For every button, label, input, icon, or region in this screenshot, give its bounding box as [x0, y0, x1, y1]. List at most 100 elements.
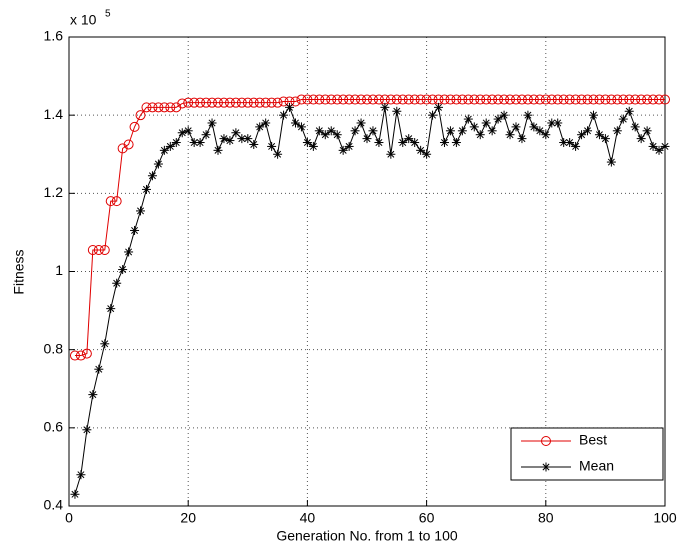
marker-stroke — [297, 123, 305, 131]
marker — [82, 425, 92, 435]
marker — [385, 94, 396, 105]
marker — [159, 102, 170, 113]
marker — [195, 138, 205, 148]
marker — [183, 97, 194, 108]
marker-stroke — [464, 115, 472, 123]
marker — [171, 138, 181, 148]
marker-stroke — [226, 137, 234, 145]
marker-stroke — [77, 471, 85, 479]
marker — [398, 138, 408, 148]
marker — [630, 94, 641, 105]
marker-stroke — [190, 139, 198, 147]
marker — [392, 106, 402, 116]
marker — [606, 157, 616, 167]
marker — [159, 145, 169, 155]
marker-stroke — [506, 131, 514, 139]
marker — [236, 97, 247, 108]
marker — [314, 94, 325, 105]
marker-stroke — [101, 340, 109, 348]
marker-stroke — [470, 123, 478, 131]
marker — [141, 102, 152, 113]
marker — [642, 94, 653, 105]
marker — [135, 110, 146, 121]
marker — [201, 130, 211, 140]
marker — [654, 94, 665, 105]
marker — [350, 126, 360, 136]
marker — [308, 141, 318, 151]
marker-stroke — [71, 490, 79, 498]
marker-stroke — [601, 135, 609, 143]
marker — [356, 118, 366, 128]
marker — [87, 245, 98, 256]
y-tick-label: 0.4 — [44, 497, 64, 513]
marker-stroke — [351, 127, 359, 135]
marker-stroke — [232, 129, 240, 137]
marker — [106, 304, 116, 314]
marker-stroke — [309, 142, 317, 150]
marker-stroke — [512, 123, 520, 131]
marker-stroke — [184, 127, 192, 135]
marker — [403, 94, 414, 105]
y-scale-exponent: 5 — [105, 9, 111, 20]
legend-label: Mean — [579, 458, 614, 474]
marker — [261, 118, 271, 128]
marker-stroke — [220, 135, 228, 143]
marker-stroke — [578, 131, 586, 139]
marker — [260, 97, 271, 108]
marker — [427, 94, 438, 105]
marker-stroke — [280, 111, 288, 119]
marker-stroke — [542, 463, 550, 471]
x-tick-label: 80 — [538, 510, 554, 526]
marker — [189, 97, 200, 108]
marker-stroke — [607, 158, 615, 166]
marker — [147, 102, 158, 113]
marker-stroke — [655, 146, 663, 154]
marker-stroke — [202, 131, 210, 139]
y-scale-label: x 10 — [70, 12, 97, 28]
marker — [397, 94, 408, 105]
marker-stroke — [119, 266, 127, 274]
marker-stroke — [321, 131, 329, 139]
marker-stroke — [95, 365, 103, 373]
marker — [564, 94, 575, 105]
marker — [362, 134, 372, 144]
marker-stroke — [113, 279, 121, 287]
marker-stroke — [631, 123, 639, 131]
marker — [267, 141, 277, 151]
marker — [278, 96, 289, 107]
marker — [559, 138, 569, 148]
marker — [273, 149, 283, 159]
marker — [367, 94, 378, 105]
marker-stroke — [423, 150, 431, 158]
x-tick-label: 40 — [300, 510, 316, 526]
legend-box — [510, 427, 664, 481]
marker-stroke — [327, 127, 335, 135]
marker — [76, 470, 86, 480]
marker — [457, 94, 468, 105]
marker — [189, 138, 199, 148]
marker — [123, 139, 134, 150]
marker — [136, 206, 146, 216]
marker — [600, 94, 611, 105]
marker — [487, 94, 498, 105]
marker — [541, 436, 551, 446]
marker-stroke — [393, 107, 401, 115]
marker — [505, 130, 515, 140]
marker — [439, 138, 449, 148]
marker — [630, 122, 640, 132]
marker-stroke — [429, 111, 437, 119]
marker — [177, 128, 187, 138]
marker — [541, 130, 551, 140]
marker-stroke — [542, 131, 550, 139]
marker — [130, 225, 140, 235]
marker — [451, 94, 462, 105]
marker — [499, 94, 510, 105]
marker-stroke — [530, 123, 538, 131]
marker — [493, 114, 503, 124]
marker-stroke — [142, 185, 150, 193]
marker — [445, 126, 455, 136]
marker — [219, 134, 229, 144]
marker — [141, 184, 151, 194]
